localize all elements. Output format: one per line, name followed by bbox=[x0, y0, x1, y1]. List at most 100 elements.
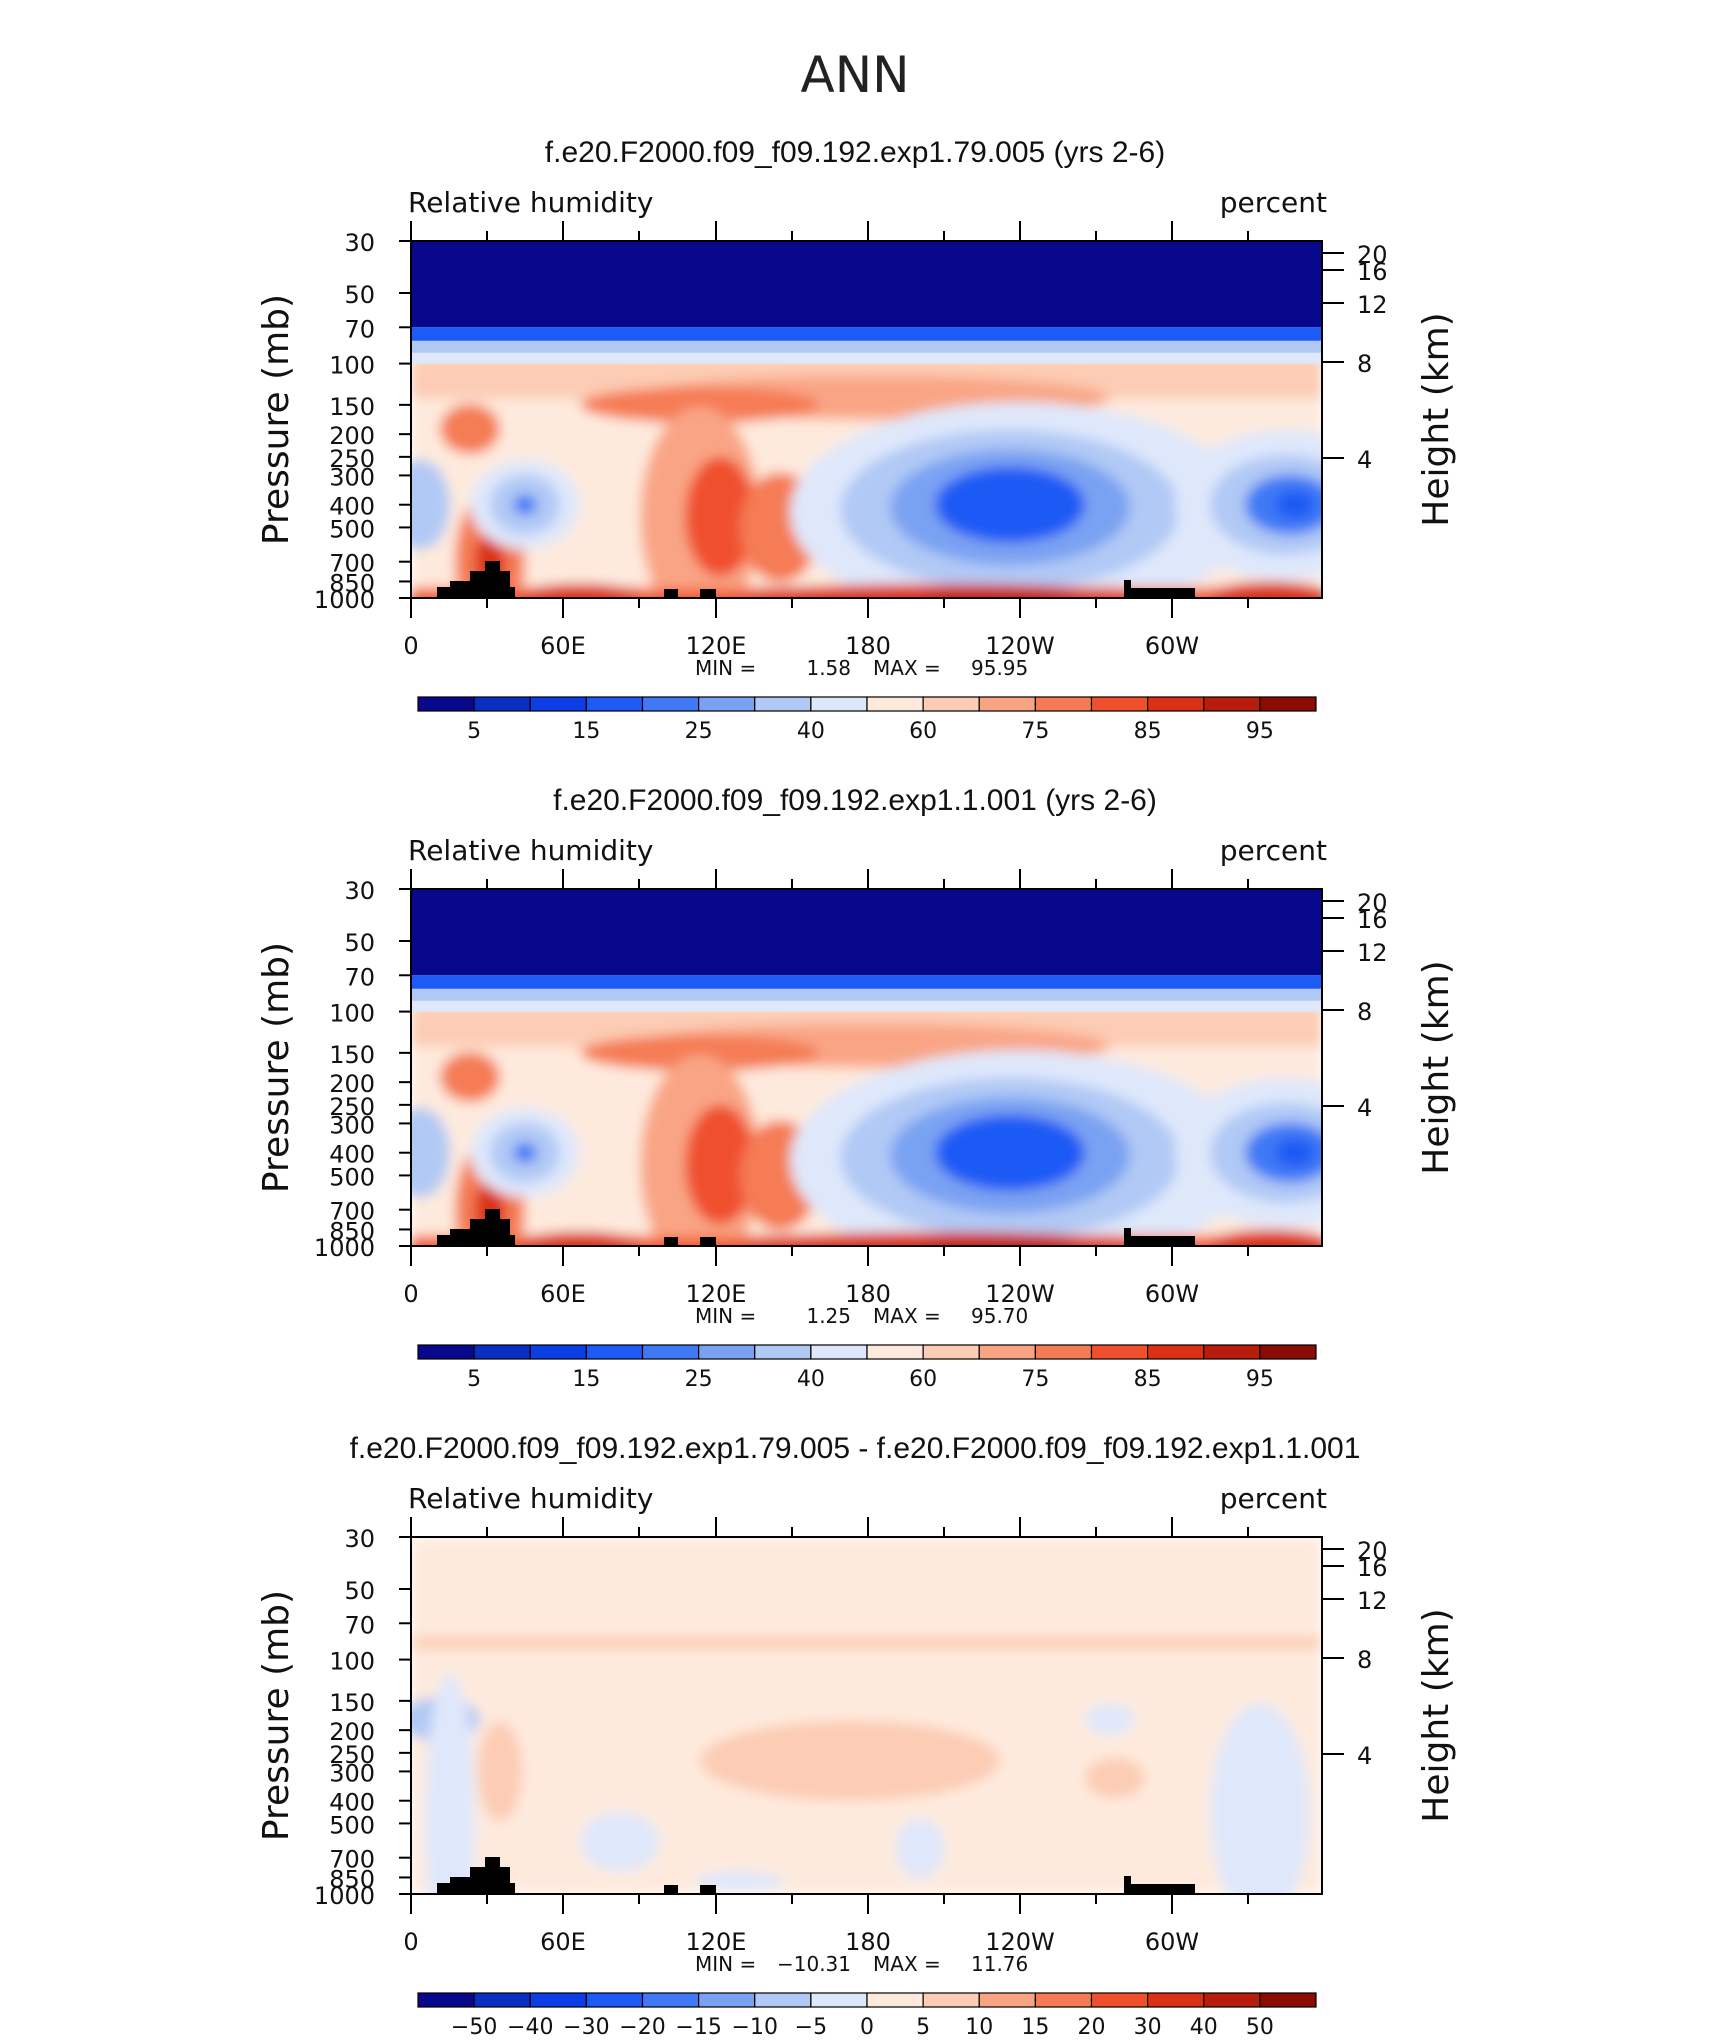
colorbar-label: 20 bbox=[1078, 2015, 1106, 2038]
colorbar-swatch bbox=[698, 1344, 756, 1360]
x-tick-label: 180 bbox=[845, 1280, 891, 1308]
colorbar-swatch bbox=[866, 696, 924, 712]
colorbar-swatch bbox=[1259, 1344, 1317, 1360]
colorbar-swatch bbox=[473, 1992, 531, 2008]
plot-frame bbox=[410, 888, 1323, 1247]
pressure-tick-label: 30 bbox=[344, 229, 375, 257]
colorbar-label: −10 bbox=[732, 2015, 778, 2038]
colorbar: 5 15 25 40 60 75 85 95 bbox=[417, 1344, 1317, 1392]
colorbar-label: 5 bbox=[916, 2015, 930, 2038]
pressure-tick-label: 100 bbox=[329, 352, 375, 380]
colorbar-swatch bbox=[529, 1344, 587, 1360]
pressure-tick-label: 250 bbox=[329, 1741, 375, 1769]
colorbar-swatch bbox=[1259, 1992, 1317, 2008]
variable-label: Relative humidity bbox=[408, 834, 653, 867]
colorbar-label: −50 bbox=[451, 2015, 497, 2038]
panel-title: f.e20.F2000.f09_f09.192.exp1.79.005 - f.… bbox=[350, 1432, 1361, 1465]
x-tick-label: 60E bbox=[540, 632, 586, 660]
pressure-tick-label: 200 bbox=[329, 422, 375, 450]
colorbar-swatch bbox=[922, 1344, 980, 1360]
height-tick-label: 12 bbox=[1357, 939, 1388, 967]
ylabel-right: Height (km) bbox=[1416, 960, 1457, 1174]
x-tick-label: 60E bbox=[540, 1928, 586, 1956]
x-tick-label: 60W bbox=[1145, 1280, 1199, 1308]
colorbar-swatch bbox=[754, 696, 812, 712]
colorbar-label: 25 bbox=[685, 1367, 713, 1392]
contour-field bbox=[411, 241, 1322, 598]
colorbar-label: 15 bbox=[572, 719, 600, 744]
min-value: −10.31 bbox=[777, 1952, 851, 1976]
panel-title: f.e20.F2000.f09_f09.192.exp1.79.005 (yrs… bbox=[545, 136, 1165, 169]
pressure-tick-label: 50 bbox=[344, 929, 375, 957]
topography bbox=[437, 1209, 1195, 1246]
x-tick-label: 120W bbox=[985, 1928, 1055, 1956]
max-value: 11.76 bbox=[971, 1952, 1028, 1976]
colorbar-label: 15 bbox=[572, 1367, 600, 1392]
colorbar-label: 95 bbox=[1246, 719, 1274, 744]
pressure-tick-label: 700 bbox=[329, 1846, 375, 1874]
colorbar-swatch bbox=[585, 1344, 644, 1360]
x-axis: 0 60E 120E 180 120W 60W bbox=[403, 869, 1249, 1308]
colorbar-swatch bbox=[698, 1992, 756, 2008]
pressure-tick-label: 30 bbox=[344, 1525, 375, 1553]
x-tick-label: 120W bbox=[985, 1280, 1055, 1308]
pressure-tick-label: 850 bbox=[329, 1217, 375, 1245]
colorbar-swatch bbox=[754, 1992, 812, 2008]
colorbar-label: 60 bbox=[909, 1367, 937, 1392]
x-tick-label: 0 bbox=[403, 1928, 418, 1956]
max-label: MAX = bbox=[873, 1952, 941, 1976]
pressure-tick-label: 400 bbox=[329, 1141, 375, 1169]
panel-1: f.e20.F2000.f09_f09.192.exp1.79.005 (yrs… bbox=[256, 136, 1457, 744]
x-tick-label: 180 bbox=[845, 1928, 891, 1956]
pressure-tick-label: 50 bbox=[344, 281, 375, 309]
height-tick-label: 8 bbox=[1357, 350, 1372, 378]
panel-title: f.e20.F2000.f09_f09.192.exp1.1.001 (yrs … bbox=[553, 784, 1157, 817]
pressure-tick-label: 30 bbox=[344, 877, 375, 905]
colorbar-swatch bbox=[1034, 1344, 1093, 1360]
colorbar-swatch bbox=[473, 1344, 531, 1360]
colorbar-label: 30 bbox=[1134, 2015, 1162, 2038]
contour-field bbox=[411, 889, 1322, 1246]
topography bbox=[437, 561, 1195, 598]
height-tick-label: 4 bbox=[1357, 1094, 1372, 1122]
colorbar-swatch bbox=[585, 1992, 644, 2008]
pressure-tick-label: 200 bbox=[329, 1070, 375, 1098]
pressure-tick-label: 1000 bbox=[314, 586, 375, 614]
colorbar-swatch bbox=[1259, 696, 1317, 712]
x-tick-label: 60W bbox=[1145, 632, 1199, 660]
pressure-tick-label: 100 bbox=[329, 1648, 375, 1676]
plot-frame bbox=[410, 240, 1323, 599]
max-value: 95.95 bbox=[971, 656, 1028, 680]
colorbar-label: 95 bbox=[1246, 1367, 1274, 1392]
variable-label: Relative humidity bbox=[408, 186, 653, 219]
colorbar-swatch bbox=[922, 1992, 980, 2008]
x-tick-label: 120E bbox=[686, 1280, 747, 1308]
max-value: 95.70 bbox=[971, 1304, 1028, 1328]
height-tick-label: 4 bbox=[1357, 1742, 1372, 1770]
colorbar-swatch bbox=[1147, 1992, 1205, 2008]
colorbar-label: −20 bbox=[619, 2015, 665, 2038]
x-tick-label: 0 bbox=[403, 632, 418, 660]
colorbar-swatch bbox=[866, 1344, 924, 1360]
colorbar-label: −40 bbox=[507, 2015, 553, 2038]
height-tick-label: 16 bbox=[1357, 1554, 1388, 1582]
colorbar-label: 25 bbox=[685, 719, 713, 744]
colorbar-swatch bbox=[978, 696, 1036, 712]
pressure-tick-label: 300 bbox=[329, 1759, 375, 1787]
pressure-tick-label: 150 bbox=[329, 393, 375, 421]
height-tick-label: 20 bbox=[1357, 241, 1388, 269]
colorbar-swatch bbox=[473, 696, 531, 712]
pressure-tick-label: 500 bbox=[329, 515, 375, 543]
colorbar-swatch bbox=[585, 696, 644, 712]
colorbar-swatch bbox=[1034, 1992, 1093, 2008]
max-label: MAX = bbox=[873, 656, 941, 680]
height-tick-label: 16 bbox=[1357, 906, 1388, 934]
colorbar-swatch bbox=[810, 1992, 868, 2008]
x-tick-label: 120E bbox=[686, 632, 747, 660]
colorbar-label: 60 bbox=[909, 719, 937, 744]
pressure-tick-label: 250 bbox=[329, 445, 375, 473]
pressure-tick-label: 700 bbox=[329, 1198, 375, 1226]
